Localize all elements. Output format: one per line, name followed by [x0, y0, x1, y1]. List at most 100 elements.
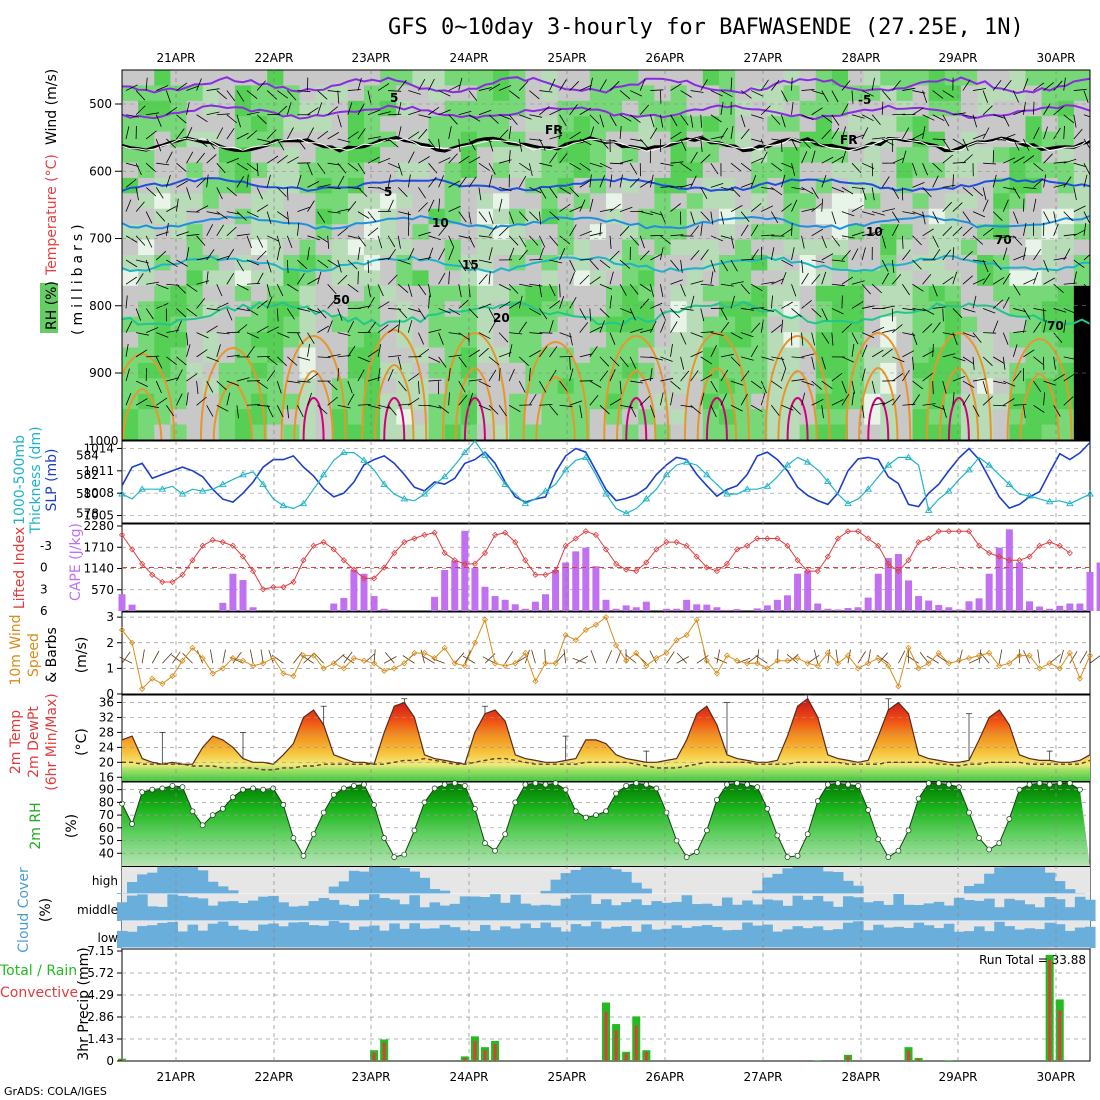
wind-speed-marker [723, 652, 731, 659]
rh-cell [1025, 116, 1043, 133]
wind-barb [549, 78, 556, 91]
wind-barb [992, 174, 997, 188]
rh-cell [977, 100, 994, 117]
rh-cell [654, 316, 672, 333]
li-marker [602, 546, 610, 553]
wind-barb [488, 308, 496, 321]
wind-barb [438, 175, 444, 188]
rh-cell [654, 147, 672, 164]
rh-cell [331, 270, 349, 287]
wind-barb [327, 186, 341, 190]
wind-barb [327, 106, 339, 116]
wind-barb [287, 283, 299, 292]
rh-cell [251, 239, 268, 256]
li-marker [774, 535, 781, 542]
rh-cell [880, 70, 897, 87]
rh-cell [589, 424, 607, 440]
rh-cell [912, 362, 930, 379]
rh-marker [845, 781, 851, 788]
rh-cell [912, 100, 930, 117]
rh-cell [573, 255, 591, 272]
wind-barb [649, 368, 653, 382]
wind-barb [700, 308, 705, 322]
rh-cell [299, 332, 317, 349]
rh-cell [1041, 285, 1059, 302]
wind-barb [1063, 233, 1077, 237]
rh-cell [1057, 332, 1075, 349]
li-marker [713, 568, 720, 575]
rh-cell [122, 147, 139, 164]
rh-cell [170, 70, 188, 87]
rh-cell [589, 285, 607, 302]
wind-barb [912, 163, 918, 176]
wind-barb [1043, 126, 1048, 140]
cloud-cell [237, 903, 249, 921]
wind-barb [458, 176, 467, 188]
wind-barb [236, 405, 239, 419]
precip-conv-label: Convective [0, 985, 78, 1001]
wind-barb [942, 114, 950, 127]
wind-barb [680, 259, 683, 273]
wind-barb [569, 81, 580, 91]
rh-cell [831, 208, 849, 225]
wind-barb [236, 114, 241, 128]
rh-cell [202, 270, 220, 287]
wind-barb [1023, 78, 1029, 91]
wind-barb [428, 106, 440, 116]
rh-cell [267, 162, 284, 179]
rh-cell [573, 270, 591, 287]
wind-barb [619, 259, 631, 269]
wind-barb [276, 187, 287, 197]
rh-cell [670, 316, 688, 333]
rh-cell [573, 301, 591, 318]
rh-cell [767, 162, 785, 179]
rh-cell [315, 285, 333, 302]
rh-cell [1025, 285, 1043, 302]
rh-marker [804, 831, 811, 838]
rh-cell [864, 100, 881, 117]
rh-cell [186, 424, 204, 440]
wind-barb [518, 295, 523, 309]
li-tick-label: 0 [40, 561, 48, 575]
wind-barb [680, 183, 694, 188]
wind-barb [549, 259, 563, 264]
wind-barb [176, 231, 189, 237]
cloud-cell [520, 923, 531, 948]
rh-cell [751, 393, 768, 410]
wind-barb [599, 79, 607, 91]
temp-contour-30 [122, 387, 163, 440]
rh-cell [799, 224, 817, 241]
wind-barb [952, 308, 963, 318]
rh-cell [170, 285, 188, 302]
wind-barb [629, 235, 640, 246]
rh-cell [686, 85, 704, 102]
rh-cell [234, 131, 252, 148]
wind-speed-marker [320, 665, 327, 672]
wind-barb [1053, 373, 1065, 382]
wind-speed-marker [471, 639, 478, 646]
rh-cell [1073, 332, 1090, 349]
rh-cell [476, 239, 494, 256]
rh-cell [993, 208, 1010, 225]
wind-barb [579, 230, 592, 237]
rh-cell [283, 409, 301, 426]
wind-barb [831, 156, 844, 164]
wind-barb [770, 211, 779, 224]
cloud-cell [863, 930, 874, 948]
cloud-cell [661, 902, 673, 921]
wind-barb-10m [877, 652, 888, 664]
cloud-cell [742, 900, 753, 921]
wind-barb [599, 404, 610, 415]
wind-barb [912, 380, 924, 390]
rh-marker [461, 782, 468, 789]
wind-barb [509, 332, 523, 335]
wind-barb [1083, 90, 1089, 103]
wind-speed-marker [844, 652, 852, 659]
rh-cell [1009, 285, 1027, 302]
cloud-cell [590, 921, 602, 948]
rh-cell [525, 332, 543, 349]
wind-barb [710, 183, 724, 188]
wind-barb [872, 211, 885, 216]
rh-cell [186, 85, 204, 102]
rh-marker [582, 814, 589, 821]
